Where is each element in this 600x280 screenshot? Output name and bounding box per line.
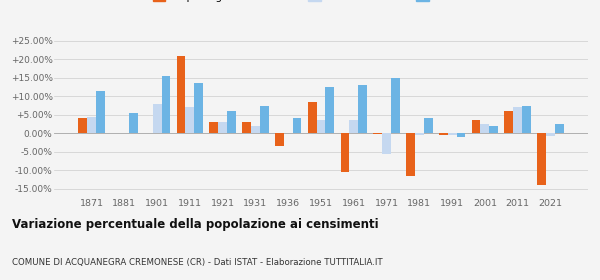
Bar [490,126,498,133]
Bar [275,133,284,146]
Bar [537,133,546,185]
Bar [161,76,170,133]
Bar [358,85,367,133]
Bar [176,56,185,133]
Text: COMUNE DI ACQUANEGRA CREMONESE (CR) - Dati ISTAT - Elaborazione TUTTITALIA.IT: COMUNE DI ACQUANEGRA CREMONESE (CR) - Da… [12,258,383,267]
Bar [218,122,227,133]
Bar [457,133,466,137]
Bar [308,102,317,133]
Bar [185,108,194,133]
Bar [448,133,457,135]
Bar [78,118,87,133]
Bar [194,83,203,133]
Bar [341,133,349,172]
Bar [251,126,260,133]
Bar [349,120,358,133]
Bar [513,108,522,133]
Bar [555,124,564,133]
Bar [424,118,433,133]
Bar [472,120,481,133]
Bar [227,111,236,133]
Bar [382,133,391,153]
Bar [242,122,251,133]
Bar [546,133,555,136]
Text: Variazione percentuale della popolazione ai censimenti: Variazione percentuale della popolazione… [12,218,379,231]
Bar [209,122,218,133]
Bar [325,87,334,133]
Bar [406,133,415,176]
Bar [129,113,137,133]
Bar [87,117,96,133]
Bar [152,104,161,133]
Bar [505,111,513,133]
Bar [317,120,325,133]
Bar [391,78,400,133]
Bar [260,106,269,133]
Legend: Acquanegra Cremonese, Provincia di CR, Lombardia: Acquanegra Cremonese, Provincia di CR, L… [151,0,491,4]
Bar [481,124,490,133]
Bar [373,133,382,134]
Bar [96,91,105,133]
Bar [522,106,531,133]
Bar [439,133,448,135]
Bar [415,133,424,135]
Bar [293,118,301,133]
